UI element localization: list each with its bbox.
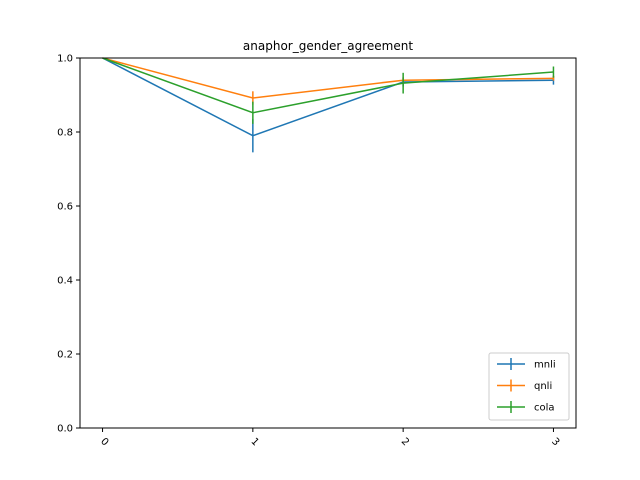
y-tick-label: 0.6 <box>57 202 73 213</box>
y-tick-label: 0.0 <box>57 424 73 435</box>
plot-area <box>102 57 555 153</box>
legend: mnli qnli cola <box>488 352 570 421</box>
legend-label-cola: cola <box>534 403 555 414</box>
y-tick-label: 1.0 <box>57 54 73 65</box>
x-tick-label: 2 <box>399 436 411 448</box>
x-tick-label: 3 <box>549 436 561 448</box>
x-tick-label: 0 <box>98 436 110 448</box>
series-line-qnli <box>102 57 554 99</box>
axes-frame <box>79 57 577 429</box>
series-line-mnli <box>102 57 554 137</box>
y-tick-label: 0.2 <box>57 350 73 361</box>
x-tick-label: 1 <box>248 436 260 448</box>
y-tick-label: 0.4 <box>57 276 73 287</box>
chart-title: anaphor_gender_agreement <box>243 39 413 53</box>
legend-label-qnli: qnli <box>534 381 552 392</box>
series-line-cola <box>102 57 554 114</box>
y-tick-label: 0.8 <box>57 128 73 139</box>
legend-label-mnli: mnli <box>534 360 556 371</box>
legend-box <box>488 352 570 421</box>
